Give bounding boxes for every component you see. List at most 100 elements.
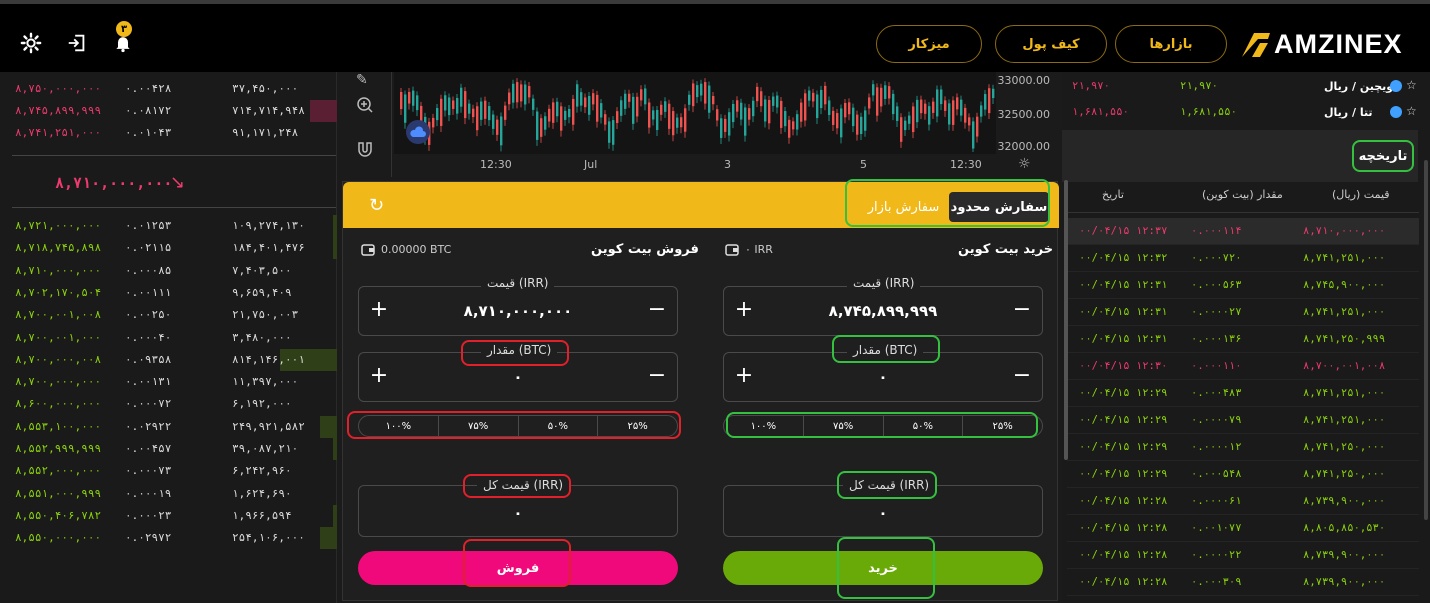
coin-icon <box>1390 80 1402 92</box>
trade-price: ۸,۷۱۰,۰۰۰,۰۰۰ <box>1303 225 1386 237</box>
star-icon[interactable]: ☆ <box>1406 78 1417 92</box>
trade-date: ۰۰/۰۴/۱۵ ۱۲:۳۰ <box>1079 360 1168 372</box>
tab-limit-order[interactable]: سفارش محدود <box>949 192 1049 222</box>
percent-75[interactable]: ۷۵% <box>802 416 883 436</box>
percent-50[interactable]: ۵۰% <box>517 416 598 436</box>
trade-history-row[interactable]: ۰۰/۰۴/۱۵ ۱۲:۳۷ ۰.۰۰۰۱۱۴ ۸,۷۱۰,۰۰۰,۰۰۰ <box>1067 218 1419 245</box>
trade-history-row[interactable]: ۰۰/۰۴/۱۵ ۱۲:۲۹ ۰.۰۰۰۴۸۳ ۸,۷۴۱,۲۵۱,۰۰۰ <box>1067 380 1419 407</box>
decrement-button[interactable]: − <box>1012 363 1032 388</box>
coin-icon <box>1390 106 1402 118</box>
order-book-bid-row[interactable]: ۸,۵۵۳,۱۰۰,۰۰۰ ۰.۰۲۹۲۲ ۲۴۹,۹۲۱,۵۸۲ <box>0 415 337 438</box>
draw-tool-icon[interactable]: ✎ <box>356 72 368 88</box>
bid-price: ۸,۶۰۰,۰۰۰,۰۰۰ <box>15 397 102 411</box>
trade-history-row[interactable]: ۰۰/۰۴/۱۵ ۱۲:۲۸ ۰.۰۰۱۰۷۷ ۸,۸۰۵,۸۵۰,۵۳۰ <box>1067 515 1419 542</box>
decrement-button[interactable]: − <box>1012 297 1032 322</box>
trade-history-row[interactable]: ۰۰/۰۴/۱۵ ۱۲:۳۲ ۰.۰۰۰۷۲۰ ۸,۷۴۱,۲۵۱,۰۰۰ <box>1067 245 1419 272</box>
trade-history-row[interactable]: ۰۰/۰۴/۱۵ ۱۲:۲۸ ۰.۰۰۰۰۲۲ ۸,۷۳۹,۹۰۰,۰۰۰ <box>1067 542 1419 569</box>
decrement-button[interactable]: − <box>647 297 667 322</box>
favorite-market-row[interactable]: ۲۱,۹۷۰ ۲۱,۹۷۰ ویچین / ریال ☆ <box>1062 74 1422 100</box>
sell-amount-value[interactable]: ۰ <box>513 368 523 386</box>
percent-100[interactable]: ۱۰۰% <box>750 420 777 432</box>
sell-button[interactable]: فروش <box>358 551 678 585</box>
sell-price-value[interactable]: ۸,۷۱۰,۰۰۰,۰۰۰ <box>463 302 573 320</box>
star-icon[interactable]: ☆ <box>1406 104 1417 118</box>
order-book-bid-row[interactable]: ۸,۵۵۲,۰۰۰,۰۰۰ ۰.۰۰۰۷۳ ۶,۲۴۲,۹۶۰ <box>0 460 337 482</box>
candle-body <box>740 102 743 120</box>
trade-history-row[interactable]: ۰۰/۰۴/۱۵ ۱۲:۲۹ ۰.۰۰۰۰۷۹ ۸,۷۴۱,۲۵۱,۰۰۰ <box>1067 407 1419 434</box>
tab-market-order[interactable]: سفارش بازار <box>867 199 940 215</box>
nav-markets[interactable]: بازارها <box>1115 25 1227 63</box>
trade-amount: ۰.۰۰۰۰۷۹ <box>1191 414 1242 426</box>
buy-total-field[interactable]: ۰ <box>723 485 1043 537</box>
sell-total-value[interactable]: ۰ <box>513 504 523 522</box>
sell-total-field[interactable]: ۰ <box>358 485 678 537</box>
decrement-button[interactable]: − <box>647 363 667 388</box>
buy-total-label: قیمت کل (IRR) <box>843 478 936 492</box>
order-book-bid-row[interactable]: ۸,۷۰۰,۰۰۰,۰۰۸ ۰.۰۹۳۵۸ ۸۱۴,۱۴۶,۰۰۱ <box>0 348 337 371</box>
percent-25[interactable]: ۲۵% <box>962 416 1042 436</box>
order-book-ask-row[interactable]: ۸,۷۴۱,۲۵۱,۰۰۰ ۰.۰۱۰۴۳ ۹۱,۱۷۱,۲۴۸ <box>0 122 337 144</box>
scrollbar[interactable] <box>1064 180 1068 460</box>
trade-history-row[interactable]: ۰۰/۰۴/۱۵ ۱۲:۳۱ ۰.۰۰۰۰۲۷ ۸,۷۴۱,۲۵۱,۰۰۰ <box>1067 299 1419 326</box>
nav-dashboard[interactable]: میزکار <box>876 25 982 63</box>
buy-total-value[interactable]: ۰ <box>878 504 888 522</box>
increment-button[interactable]: + <box>734 297 754 322</box>
percent-75[interactable]: ۷۵% <box>437 416 518 436</box>
order-book-ask-row[interactable]: ۸,۷۵۰,۰۰۰,۰۰۰ ۰.۰۰۴۲۸ ۳۷,۴۵۰,۰۰۰ <box>0 78 337 100</box>
trade-history-row[interactable]: ۰۰/۰۴/۱۵ ۱۲:۲۹ ۰.۰۰۰۵۴۸ ۸,۷۴۱,۲۵۰,۰۰۰ <box>1067 461 1419 488</box>
order-book-bid-row[interactable]: ۸,۵۵۰,۴۰۶,۷۸۲ ۰.۰۰۰۲۳ ۱,۹۶۶,۵۹۴ <box>0 504 337 527</box>
increment-button[interactable]: + <box>369 363 389 388</box>
trade-history-row[interactable]: ۰۰/۰۴/۱۵ ۱۲:۳۱ ۰.۰۰۰۱۳۶ ۸,۷۴۱,۲۵۰,۹۹۹ <box>1067 326 1419 353</box>
candle-body <box>540 118 543 137</box>
buy-amount-value[interactable]: ۰ <box>878 368 888 386</box>
percent-50[interactable]: ۵۰% <box>882 416 963 436</box>
bid-amount: ۰.۰۰۰۲۳ <box>125 508 172 522</box>
sell-amount-field[interactable]: + ۰ − <box>358 352 678 402</box>
logout-icon[interactable] <box>64 30 90 56</box>
refresh-icon[interactable]: ↻ <box>369 195 385 216</box>
order-book-bid-row[interactable]: ۸,۷۰۰,۰۰۱,۰۰۸ ۰.۰۰۲۵۰ ۲۱,۷۵۰,۰۰۳ <box>0 304 337 326</box>
favorite-market-row[interactable]: ۱,۶۸۱,۵۵۰ ۱,۶۸۱,۵۵۰ تتا / ریال ☆ <box>1062 100 1422 126</box>
order-book-bid-row[interactable]: ۸,۷۰۰,۰۰۰,۰۰۰ ۰.۰۰۱۳۱ ۱۱,۳۹۷,۰۰۰ <box>0 371 337 393</box>
trade-history-row[interactable]: ۰۰/۰۴/۱۵ ۱۲:۲۸ ۰.۰۰۰۰۶۱ ۸,۷۳۹,۹۰۰,۰۰۰ <box>1067 488 1419 515</box>
candle-body <box>756 86 759 102</box>
scrollbar[interactable] <box>1424 160 1428 520</box>
order-book-bid-row[interactable]: ۸,۷۰۲,۱۷۰,۵۰۴ ۰.۰۰۱۱۱ ۹,۶۵۹,۴۰۹ <box>0 282 337 304</box>
candlestick-plot[interactable] <box>394 72 999 154</box>
trade-history-row[interactable]: ۰۰/۰۴/۱۵ ۱۲:۲۸ ۰.۰۰۰۳۰۹ ۸,۷۳۹,۹۰۰,۰۰۰ <box>1067 569 1419 596</box>
order-book-bid-row[interactable]: ۸,۷۱۸,۷۴۵,۸۹۸ ۰.۰۲۱۱۵ ۱۸۴,۴۰۱,۴۷۶ <box>0 237 337 260</box>
order-book-bid-row[interactable]: ۸,۷۲۱,۰۰۰,۰۰۰ ۰.۰۱۲۵۳ ۱۰۹,۲۷۴,۱۳۰ <box>0 215 337 237</box>
notification-bell-icon[interactable]: ۳ <box>110 21 136 56</box>
order-book-bid-row[interactable]: ۸,۷۱۰,۰۰۰,۰۰۰ ۰.۰۰۰۸۵ ۷,۴۰۳,۵۰۰ <box>0 260 337 282</box>
trade-price: ۸,۷۴۱,۲۵۱,۰۰۰ <box>1303 306 1386 318</box>
cloud-icon[interactable] <box>406 120 430 144</box>
increment-button[interactable]: + <box>734 363 754 388</box>
order-book-ask-row[interactable]: ۸,۷۴۵,۸۹۹,۹۹۹ ۰.۰۸۱۷۲ ۷۱۴,۷۱۴,۹۴۸ <box>0 100 337 122</box>
order-book-bid-row[interactable]: ۸,۷۰۰,۰۰۱,۰۰۰ ۰.۰۰۰۴۰ ۳,۴۸۰,۰۰۰ <box>0 327 337 349</box>
chart-settings-icon[interactable]: ☼ <box>1018 156 1031 172</box>
buy-button[interactable]: خرید <box>723 551 1043 585</box>
trade-history-row[interactable]: ۰۰/۰۴/۱۵ ۱۲:۳۱ ۰.۰۰۰۵۶۳ ۸,۷۴۵,۹۰۰,۰۰۰ <box>1067 272 1419 299</box>
increment-button[interactable]: + <box>369 297 389 322</box>
magnet-icon[interactable] <box>356 140 374 162</box>
trade-history-row[interactable]: ۰۰/۰۴/۱۵ ۱۲:۳۰ ۰.۰۰۰۱۱۰ ۸,۷۰۰,۰۰۱,۰۰۸ <box>1067 353 1419 380</box>
percent-25[interactable]: ۲۵% <box>597 416 677 436</box>
order-book-bid-row[interactable]: ۸,۵۵۲,۹۹۹,۹۹۹ ۰.۰۰۴۵۷ ۳۹,۰۸۷,۲۱۰ <box>0 438 337 460</box>
candle-body <box>660 104 663 115</box>
percent-100[interactable]: ۱۰۰% <box>385 420 412 432</box>
logo[interactable]: AMZINEX <box>1238 24 1403 64</box>
buy-amount-field[interactable]: + ۰ − <box>723 352 1043 402</box>
sell-price-field[interactable]: + ۸,۷۱۰,۰۰۰,۰۰۰ − <box>358 286 678 336</box>
col-date-header: تاریخ <box>1102 188 1124 201</box>
bid-amount: ۰.۰۰۴۵۷ <box>125 442 172 455</box>
order-book-bid-row[interactable]: ۸,۵۵۱,۰۰۰,۹۹۹ ۰.۰۰۰۱۹ ۱,۶۲۴,۶۹۰ <box>0 483 337 505</box>
buy-price-field[interactable]: + ۸,۷۴۵,۸۹۹,۹۹۹ − <box>723 286 1043 336</box>
zoom-in-icon[interactable] <box>356 96 374 118</box>
trade-history-row[interactable]: ۰۰/۰۴/۱۵ ۱۲:۲۹ ۰.۰۰۰۰۱۲ ۸,۷۴۱,۲۵۰,۰۰۰ <box>1067 434 1419 461</box>
settings-gear-icon[interactable] <box>18 30 44 56</box>
order-book-bid-row[interactable]: ۸,۶۰۰,۰۰۰,۰۰۰ ۰.۰۰۰۷۲ ۶,۱۹۲,۰۰۰ <box>0 393 337 415</box>
nav-wallet[interactable]: کیف پول <box>995 25 1107 63</box>
order-book-bid-row[interactable]: ۸,۵۵۰,۰۰۰,۰۰۰ ۰.۰۲۹۷۲ ۲۵۴,۱۰۶,۰۰۰ <box>0 527 337 550</box>
buy-price-value[interactable]: ۸,۷۴۵,۸۹۹,۹۹۹ <box>828 302 938 320</box>
ask-total: ۷۱۴,۷۱۴,۹۴۸ <box>232 104 305 117</box>
